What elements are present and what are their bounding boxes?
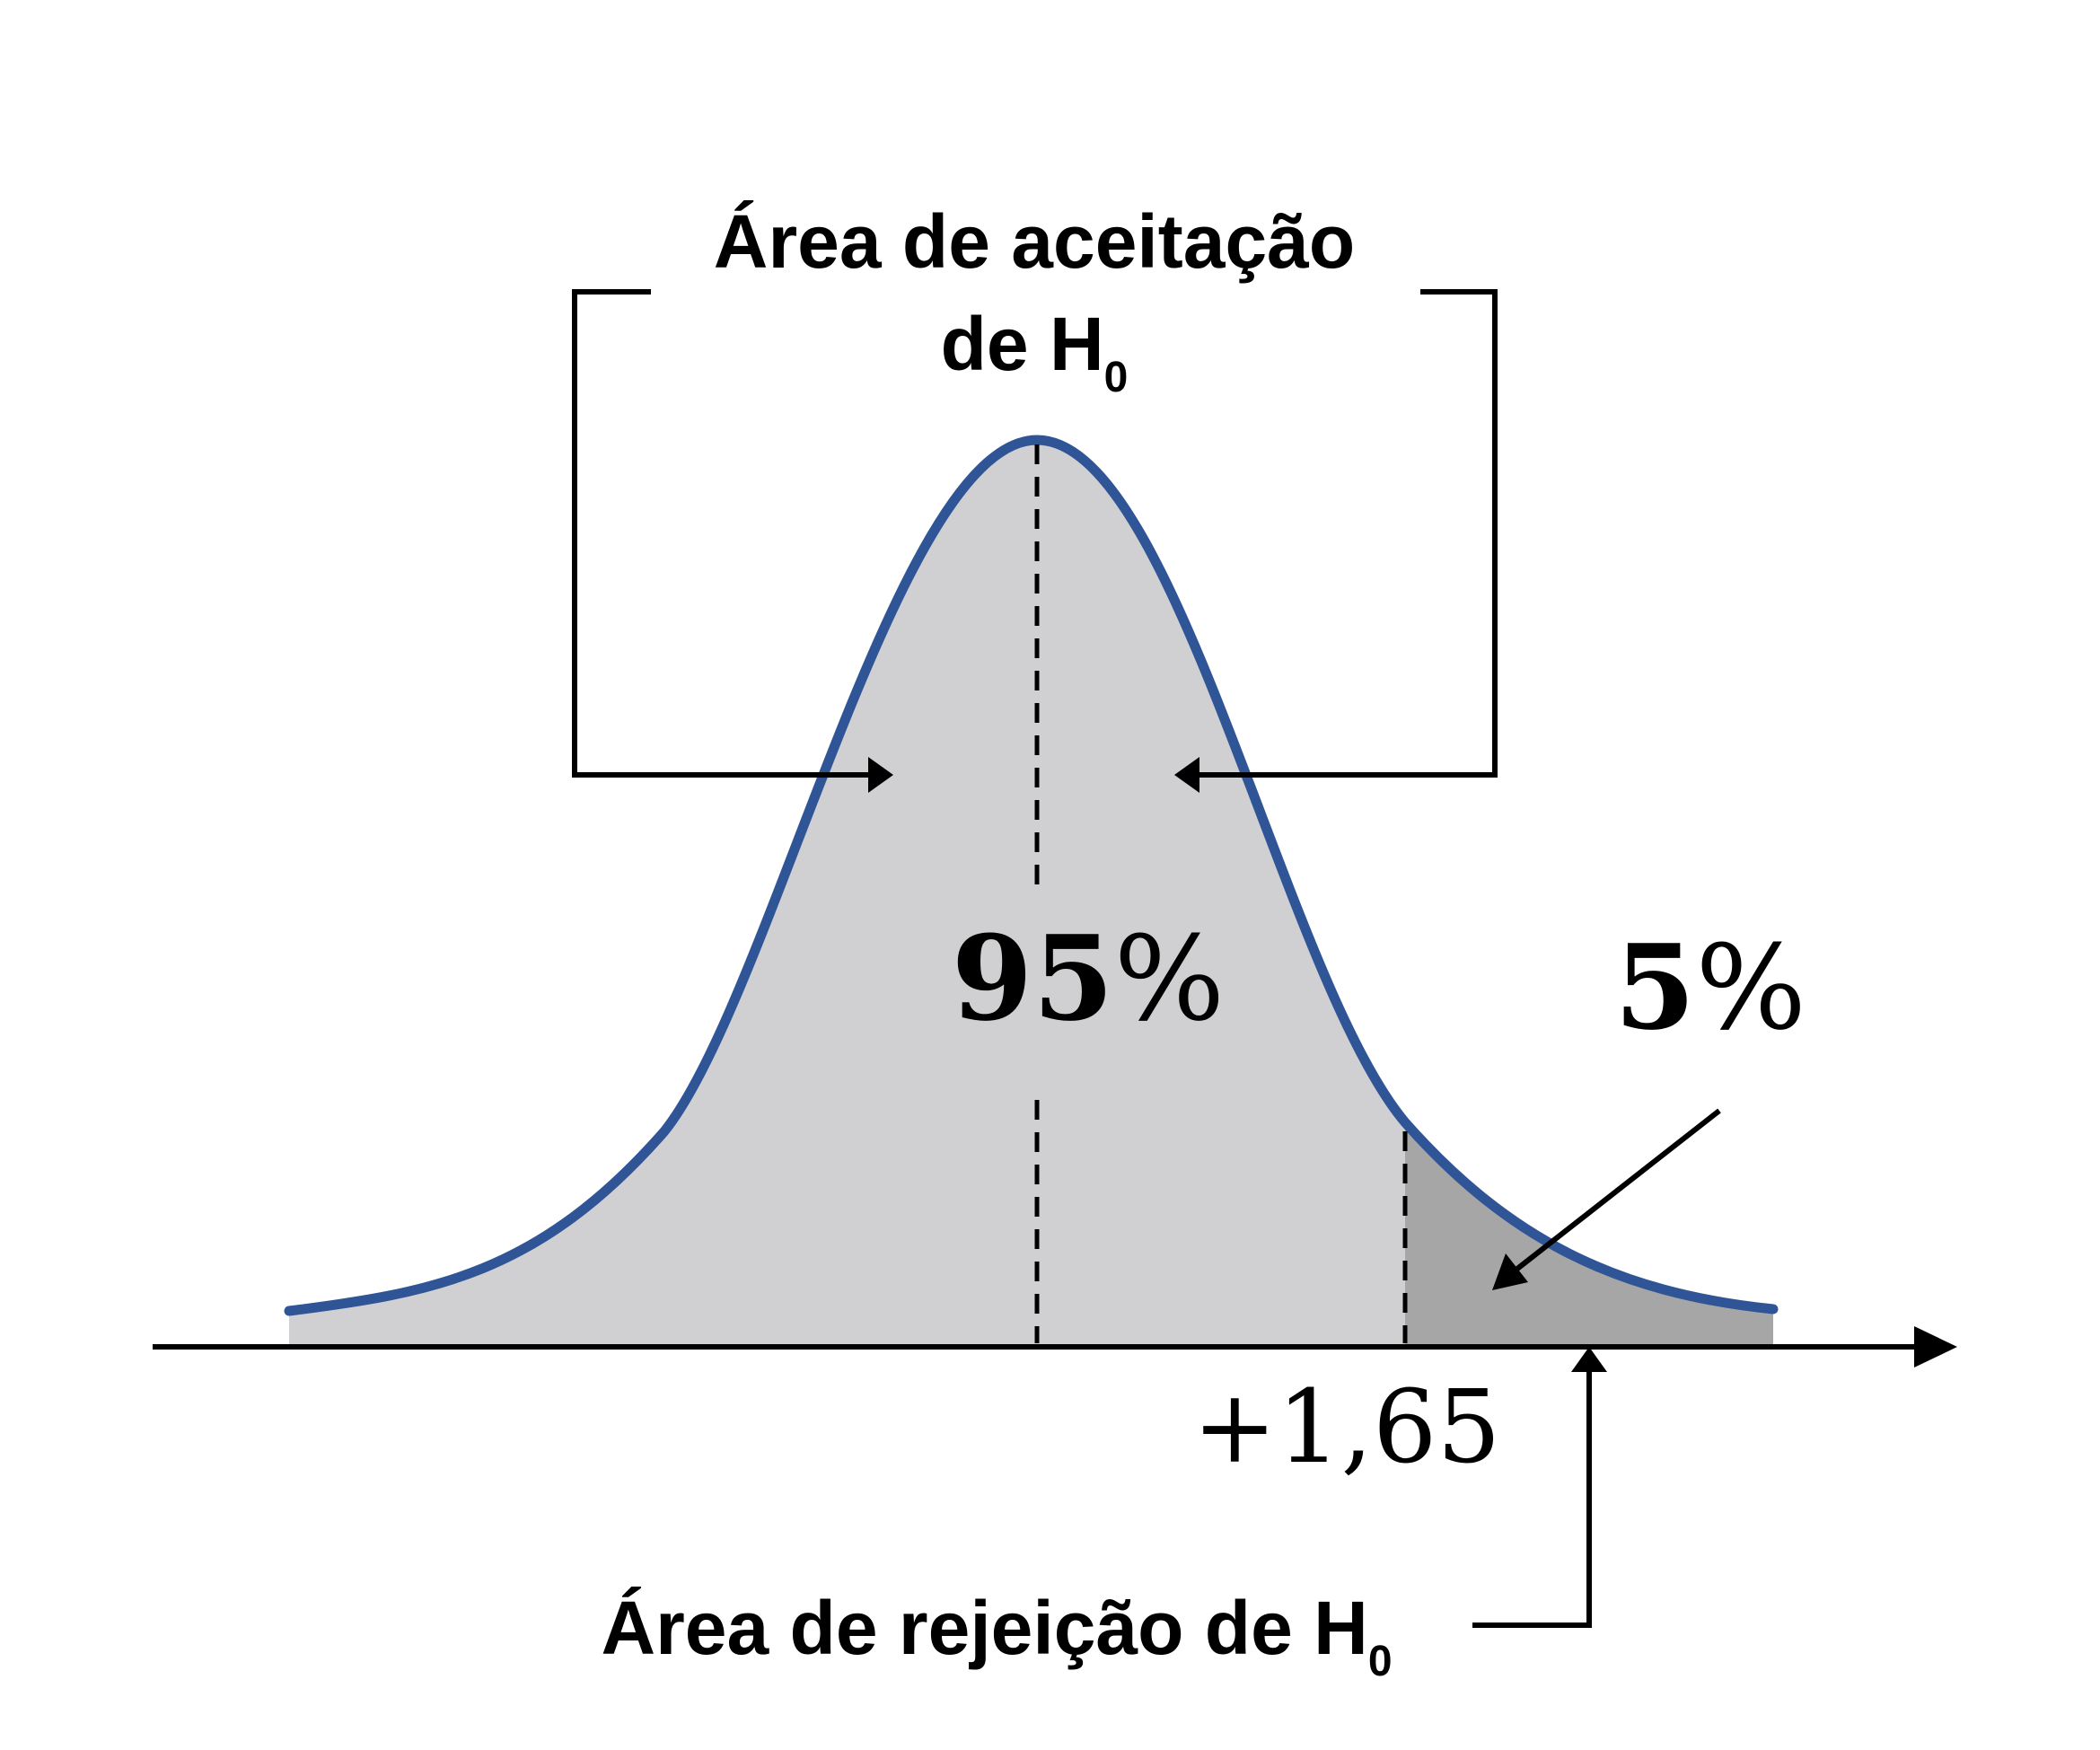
rejection-area: [1405, 1122, 1773, 1347]
acceptance-bracket-left: [572, 289, 871, 778]
acceptance-label-line1: Área de aceitação: [714, 199, 1355, 284]
acceptance-label-subscript: 0: [1104, 354, 1129, 401]
acceptance-label-line2: de H0: [941, 302, 1129, 401]
acceptance-label-h: de H: [941, 302, 1104, 386]
acceptance-arrow-left-icon: [1174, 757, 1199, 793]
rejection-pointer-arrow-icon: [1492, 1253, 1528, 1290]
rejection-pointer-line: [1516, 1108, 1721, 1271]
acceptance-percent-symbol: %: [1114, 910, 1226, 1047]
acceptance-arrow-right-icon: [868, 757, 893, 793]
x-axis-arrowhead: [1914, 1326, 1957, 1367]
acceptance-percent: 95%: [952, 910, 1225, 1047]
rejection-percent-number: 5: [1614, 919, 1695, 1056]
normal-curve: [284, 435, 1779, 1316]
rejection-label-arrow-up-icon: [1571, 1347, 1607, 1372]
rejection-label-connector: [1472, 1372, 1592, 1628]
acceptance-area: [289, 440, 1405, 1347]
critical-value-label: +1,65: [1192, 1369, 1500, 1486]
rejection-label: Área de rejeição de H0: [601, 1586, 1392, 1685]
rejection-label-text: Área de rejeição de H: [601, 1586, 1367, 1670]
rejection-percent-symbol: %: [1695, 919, 1806, 1056]
rejection-label-subscript: 0: [1368, 1638, 1393, 1685]
acceptance-bracket-right: [1199, 289, 1498, 778]
rejection-percent: 5%: [1614, 919, 1806, 1056]
acceptance-percent-number: 95: [952, 910, 1114, 1047]
